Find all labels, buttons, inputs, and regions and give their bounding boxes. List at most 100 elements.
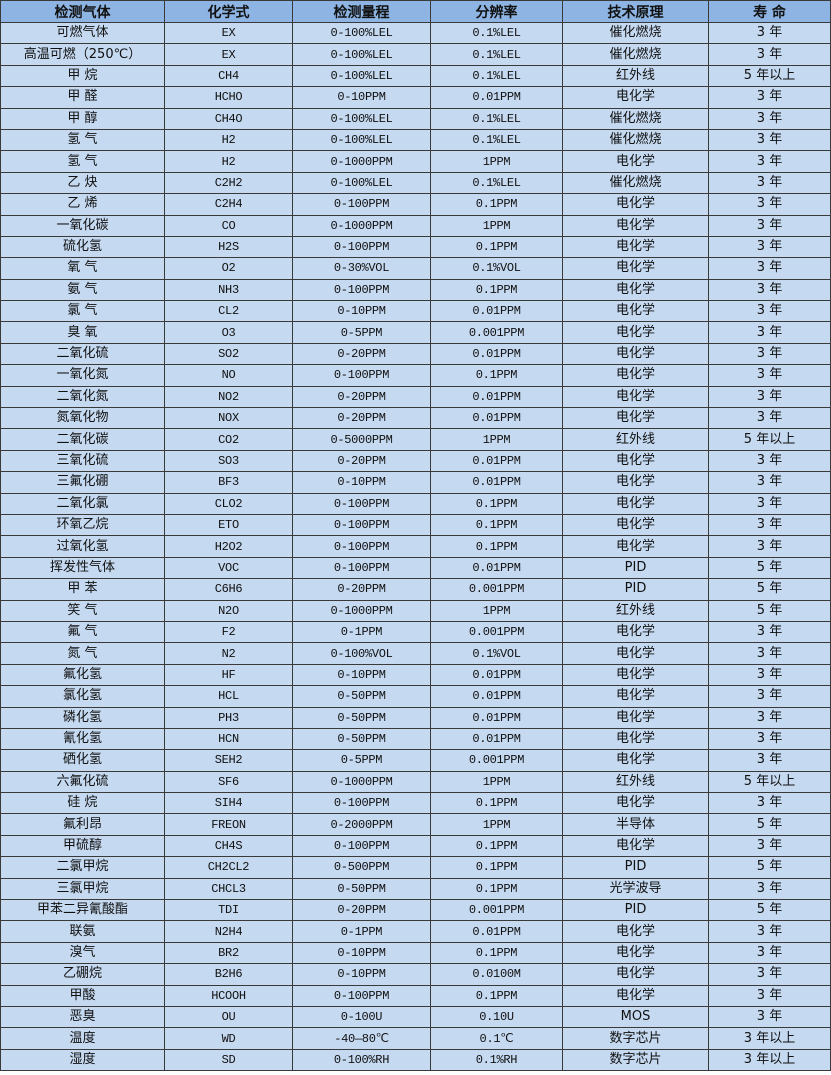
cell-lifespan: 3 年 [708, 920, 831, 943]
table-row: 笑 气 N2O 0-1000PPM 1PPM 红外线 5 年 [0, 599, 831, 622]
cell-range: 0-100PPM [292, 278, 431, 302]
cell-range: 0-5PPM [292, 321, 431, 344]
cell-gas: 甲苯二异氰酸酯 [0, 899, 165, 922]
cell-resolution: 0.001PPM [430, 620, 563, 644]
cell-range: 0-20PPM [292, 407, 431, 430]
cell-range: 0-20PPM [292, 899, 431, 922]
cell-lifespan: 5 年以上 [708, 770, 831, 794]
cell-gas: 甲 醇 [0, 107, 165, 130]
cell-principle: 电化学 [562, 407, 709, 430]
cell-resolution: 0.01PPM [430, 86, 563, 109]
cell-gas: 氟 气 [0, 620, 165, 644]
cell-formula: CHCL3 [164, 877, 293, 901]
cell-range: 0-100PPM [292, 513, 431, 537]
cell-principle: PID [562, 578, 709, 601]
cell-lifespan: 3 年 [708, 727, 831, 751]
cell-gas: 恶臭 [0, 1005, 165, 1029]
cell-formula: CO2 [164, 428, 293, 451]
cell-range: 0-30%VOL [292, 257, 431, 280]
cell-range: 0-100PPM [292, 792, 431, 815]
cell-lifespan: 3 年以上 [708, 1027, 831, 1050]
table-row: 硒化氢 SEH2 0-5PPM 0.001PPM 电化学 3 年 [0, 749, 831, 772]
cell-principle: 催化燃烧 [562, 128, 709, 152]
cell-principle: 电化学 [562, 535, 709, 558]
cell-formula: NO2 [164, 385, 293, 409]
cell-principle: 电化学 [562, 214, 709, 237]
cell-lifespan: 3 年 [708, 321, 831, 344]
cell-gas: 溴气 [0, 941, 165, 965]
table-row: 硫化氢 H2S 0-100PPM 0.1PPM 电化学 3 年 [0, 235, 831, 259]
cell-principle: 数字芯片 [562, 1048, 709, 1072]
cell-lifespan: 3 年 [708, 1005, 831, 1029]
cell-resolution: 0.01PPM [430, 663, 563, 687]
cell-gas: 氢 气 [0, 150, 165, 173]
cell-principle: 电化学 [562, 257, 709, 280]
cell-resolution: 0.001PPM [430, 578, 563, 601]
cell-formula: CH4 [164, 64, 293, 88]
header-formula: 化学式 [164, 0, 293, 23]
cell-resolution: 0.01PPM [430, 300, 563, 323]
cell-principle: 电化学 [562, 663, 709, 687]
cell-resolution: 1PPM [430, 770, 563, 794]
cell-formula: ETO [164, 513, 293, 537]
cell-formula: H2O2 [164, 535, 293, 558]
cell-range: 0-50PPM [292, 877, 431, 901]
cell-formula: BR2 [164, 941, 293, 965]
cell-lifespan: 3 年 [708, 150, 831, 173]
cell-gas: 二氧化硫 [0, 342, 165, 366]
table-row: 湿度 SD 0-100%RH 0.1%RH 数字芯片 3 年以上 [0, 1048, 831, 1072]
cell-resolution: 0.01PPM [430, 706, 563, 729]
cell-principle: 电化学 [562, 278, 709, 302]
cell-principle: 电化学 [562, 792, 709, 815]
cell-lifespan: 3 年 [708, 128, 831, 152]
cell-gas: 乙硼烷 [0, 963, 165, 986]
cell-principle: 电化学 [562, 471, 709, 494]
cell-formula: SEH2 [164, 749, 293, 772]
cell-formula: H2 [164, 128, 293, 152]
cell-formula: WD [164, 1027, 293, 1050]
cell-resolution: 0.1PPM [430, 856, 563, 879]
cell-formula: HF [164, 663, 293, 687]
cell-gas: 湿度 [0, 1048, 165, 1072]
header-principle: 技术原理 [562, 0, 709, 23]
cell-range: 0-10PPM [292, 471, 431, 494]
cell-principle: 催化燃烧 [562, 171, 709, 195]
cell-formula: FREON [164, 813, 293, 836]
cell-gas: 氮 气 [0, 642, 165, 665]
cell-resolution: 0.1PPM [430, 492, 563, 515]
table-row: 氢 气 H2 0-100%LEL 0.1%LEL 催化燃烧 3 年 [0, 128, 831, 152]
cell-principle: 电化学 [562, 321, 709, 344]
cell-resolution: 0.01PPM [430, 342, 563, 366]
table-body: 可燃气体 EX 0-100%LEL 0.1%LEL 催化燃烧 3 年高温可燃（250℃） E… [0, 21, 831, 1072]
cell-gas: 乙 炔 [0, 171, 165, 195]
table-row: 可燃气体 EX 0-100%LEL 0.1%LEL 催化燃烧 3 年 [0, 21, 831, 45]
cell-lifespan: 3 年 [708, 449, 831, 473]
cell-lifespan: 3 年 [708, 792, 831, 815]
cell-principle: 数字芯片 [562, 1027, 709, 1050]
cell-formula: CH2CL2 [164, 856, 293, 879]
cell-lifespan: 3 年 [708, 171, 831, 195]
cell-range: 0-100%VOL [292, 642, 431, 665]
cell-gas: 磷化氢 [0, 706, 165, 729]
table-row: 氮氧化物 NOX 0-20PPM 0.01PPM 电化学 3 年 [0, 407, 831, 430]
cell-lifespan: 3 年 [708, 364, 831, 387]
cell-resolution: 0.1PPM [430, 941, 563, 965]
table-row: 过氧化氢 H2O2 0-100PPM 0.1PPM 电化学 3 年 [0, 535, 831, 558]
cell-principle: 电化学 [562, 620, 709, 644]
cell-resolution: 0.1PPM [430, 278, 563, 302]
cell-resolution: 0.1%LEL [430, 171, 563, 195]
cell-formula: SO3 [164, 449, 293, 473]
cell-formula: HCN [164, 727, 293, 751]
cell-resolution: 1PPM [430, 813, 563, 836]
cell-range: 0-10PPM [292, 963, 431, 986]
cell-lifespan: 3 年 [708, 513, 831, 537]
cell-gas: 环氧乙烷 [0, 513, 165, 537]
cell-range: 0-10PPM [292, 86, 431, 109]
cell-principle: 电化学 [562, 86, 709, 109]
cell-formula: EX [164, 21, 293, 45]
cell-formula: C2H4 [164, 193, 293, 216]
cell-lifespan: 3 年 [708, 193, 831, 216]
cell-principle: MOS [562, 1005, 709, 1029]
cell-range: 0-50PPM [292, 706, 431, 729]
cell-resolution: 0.01PPM [430, 385, 563, 409]
